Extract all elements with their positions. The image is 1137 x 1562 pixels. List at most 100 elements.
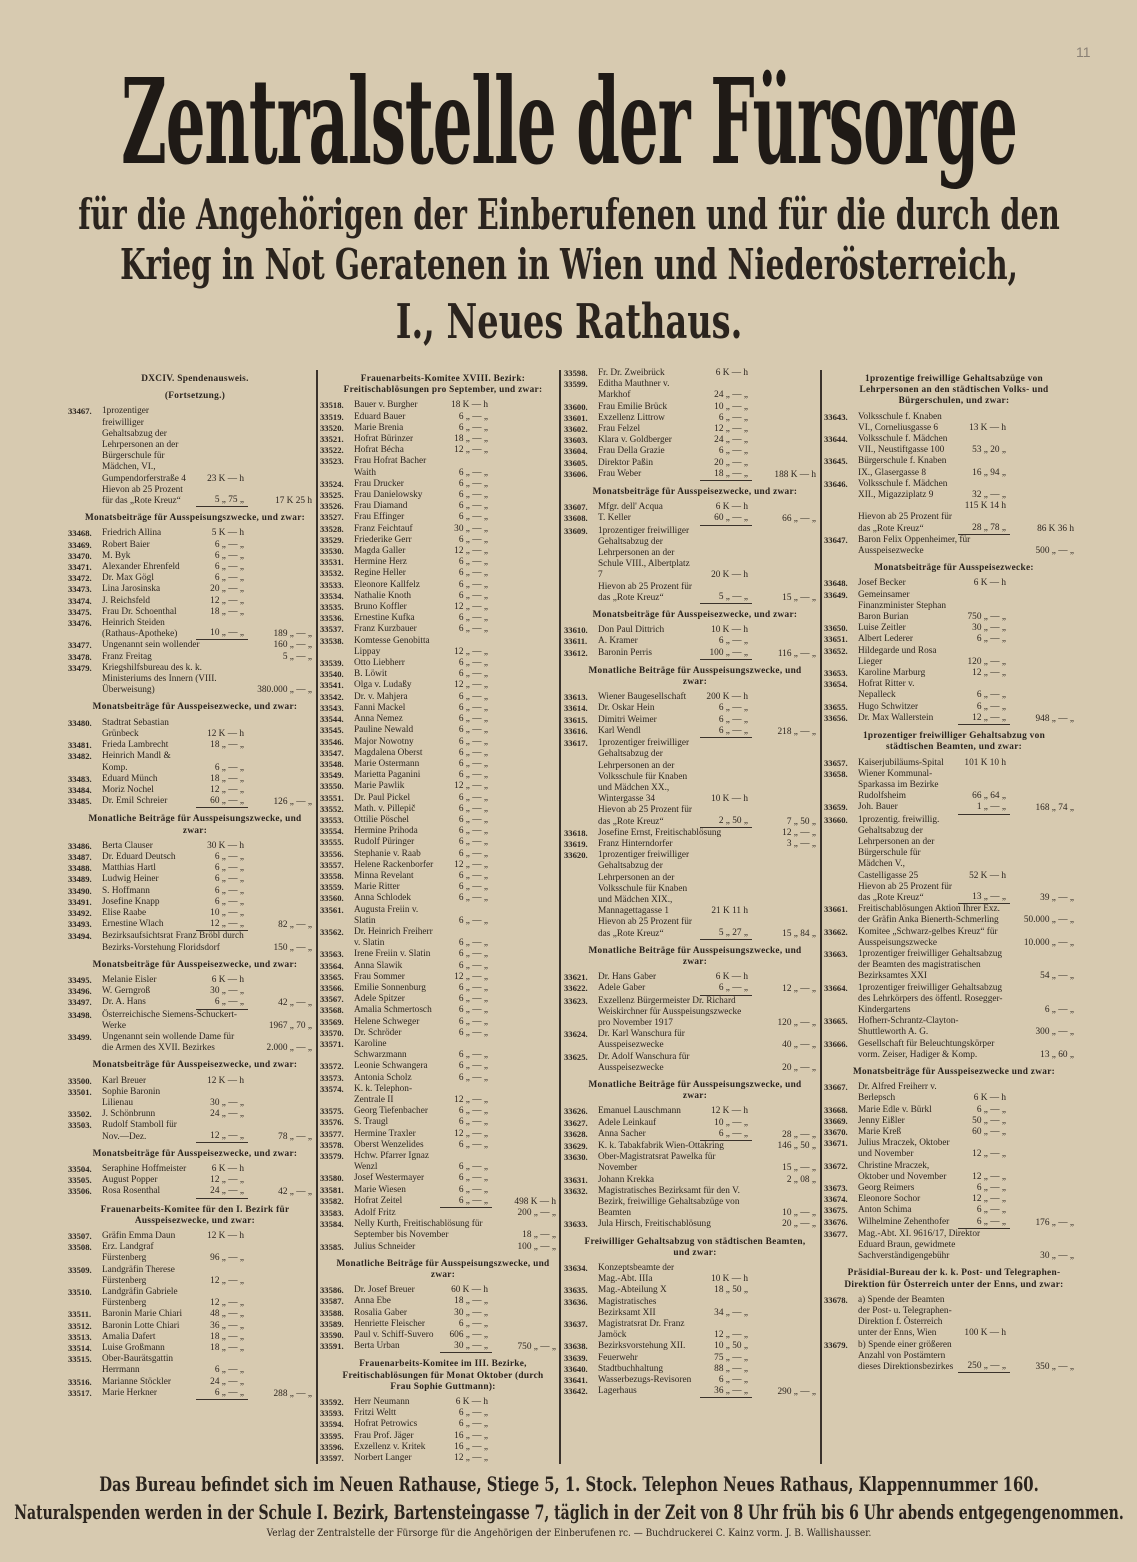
- entry-number: 33668.: [824, 1104, 848, 1115]
- entry-number: 33487.: [68, 851, 92, 862]
- amount: 6 „ — „: [458, 691, 488, 702]
- entry-number: 33509.: [68, 1264, 92, 1275]
- donor-name: Editha Mauthner v. Markhof: [598, 379, 670, 401]
- amount: 6 „ — „: [458, 915, 488, 926]
- donation-entry: 33561. Augusta Freiin v. Slatin 6 „ — „: [320, 905, 556, 927]
- amount: 6 „ — „: [458, 1173, 488, 1184]
- amount: 6 „ — „: [214, 573, 244, 584]
- donation-entry: 33527. Frau Effinger 6 „ — „: [320, 512, 556, 523]
- donor-name: Dr. Hans Gaber: [598, 972, 657, 983]
- donation-entry: 33504. Seraphine Hoffmeister 6 K — h: [68, 1164, 312, 1175]
- donation-entry: 33642. Lagerhaus 36 „ — „ 290 „ — „: [564, 1386, 816, 1399]
- amount: 6 „ — „: [976, 1183, 1006, 1194]
- amount: 6 „ — „: [718, 636, 748, 647]
- donor-name: 1prozentig. freiwillig. Gehaltsabzug der…: [858, 814, 940, 881]
- donation-entry: 33541. Olga v. Ludaßy 12 „ — „: [320, 680, 556, 691]
- donation-entry: 33558. Minna Revelant 6 „ — „: [320, 871, 556, 882]
- donor-name: Bezirksvorstehung XII.: [598, 1341, 686, 1352]
- entry-number: 33628.: [564, 1128, 588, 1139]
- donor-name: Marie Pawlik: [354, 781, 405, 792]
- donor-name: Hievon ab 25 Prozent für das „Rote Kreuz…: [598, 805, 692, 827]
- donation-entry: 33653. Karoline Marburg 12 „ — „: [824, 668, 1074, 679]
- donor-name: Dr. Emil Schreier: [102, 796, 168, 807]
- donor-name: 1prozentiger freiwilliger Gehaltsabzug d…: [858, 982, 1003, 1015]
- amount: 12 „ — „: [454, 445, 488, 456]
- subtotal: 10 „ — „: [782, 1208, 816, 1219]
- amount: 750 „ — „: [967, 612, 1006, 623]
- donation-entry: 33560. Anna Schlodek 6 „ — „: [320, 893, 556, 904]
- donation-entry: 33668. Marie Edle v. Bürkl 6 „ — „: [824, 1105, 1074, 1116]
- entry-number: 33576.: [320, 1117, 344, 1128]
- amount: 12 „ — „: [196, 1131, 248, 1143]
- donation-entry: 33516. Marianne Stöckler 24 „ — „: [68, 1377, 312, 1388]
- amount: 12 „ — „: [972, 668, 1006, 679]
- donation-entry: 33513. Amalia Dafert 18 „ — „: [68, 1332, 312, 1343]
- donor-name: Christine Mraczek, Oktober und November: [858, 1160, 947, 1182]
- amount: 36 „ — „: [700, 1386, 752, 1399]
- entry-number: 33657.: [824, 757, 848, 768]
- donation-entry: 33578. Oberst Wenzelides 6 „ — „: [320, 1140, 556, 1151]
- donor-name: 1prozentiger freiwilliger Gehaltsabzug d…: [598, 738, 690, 805]
- donation-entry: 33679. b) Spende einer größeren Anzahl vo…: [824, 1340, 1074, 1374]
- subtotal: 380.000 „ — „: [257, 685, 312, 696]
- amount: 6 „ — „: [976, 1205, 1006, 1216]
- donation-entry: 33566. Emilie Sonnenburg 6 „ — „: [320, 983, 556, 994]
- donation-entry: 33530. Magda Galler 12 „ — „: [320, 546, 556, 557]
- entry-number: 33539.: [320, 658, 344, 669]
- donor-name: Marietta Paganini: [354, 770, 421, 781]
- donor-name: Emilie Sonnenburg: [354, 982, 426, 993]
- donor-name: Mfgr. dell' Acqua: [598, 502, 663, 513]
- donation-entry: 33588. Rosalia Gaber 30 „ — „: [320, 1308, 556, 1319]
- amount: 6 „ — „: [458, 982, 488, 993]
- donor-name: Volksschule f. Knaben VI., Corneliusgass…: [858, 411, 942, 433]
- entry-number: 33580.: [320, 1173, 344, 1184]
- donation-entry: 33627. Adele Leinkauf 10 „ — „: [564, 1118, 816, 1129]
- entry-number: 33669.: [824, 1115, 848, 1126]
- entry-number: 33662.: [824, 926, 848, 937]
- amount: 6 „ — „: [458, 960, 488, 971]
- donation-entry: 33484. Moriz Nochel 12 „ — „: [68, 785, 312, 796]
- section-heading: 1prozentige freiwillige Gehaltsabzüge vo…: [859, 374, 1049, 407]
- donation-entry: 33511. Baronin Marie Chiari 48 „ — „: [68, 1309, 312, 1320]
- donation-entry: 33539. Otto Liebherr 6 „ — „: [320, 658, 556, 669]
- entry-number: 33516.: [68, 1376, 92, 1387]
- donation-entry: 33575. Georg Tiefenbacher 6 „ — „: [320, 1106, 556, 1117]
- entry-number: 33595.: [320, 1430, 344, 1441]
- donor-name: Karl Wendl: [598, 725, 641, 736]
- donor-name: Karoline Schwarzmann: [354, 1038, 407, 1061]
- entry-number: 33598.: [564, 368, 588, 378]
- entry-number: 33633.: [564, 1219, 588, 1230]
- donation-entry: 33585. Julius Schneider 100 „ — „: [320, 1242, 556, 1253]
- entry-number: 33547.: [320, 747, 344, 758]
- donor-name: Hofrat Bécha: [354, 445, 404, 456]
- donor-name: 1prozentiger freiwilliger Gehaltsabzug d…: [598, 525, 690, 581]
- amount: 66 „ 64 „: [972, 791, 1006, 802]
- donation-entry: 33664. 1prozentiger freiwilliger Gehaltsa…: [824, 983, 1074, 1017]
- amount: 6 K — h: [973, 578, 1006, 589]
- amount: 6 „ — „: [458, 725, 488, 736]
- donor-name: Baronin Lotte Chiari: [102, 1320, 180, 1331]
- amount: 6 „ — „: [214, 1365, 244, 1376]
- donor-name: Julius Schneider: [354, 1241, 416, 1252]
- section-heading: Monatsbeiträge für Ausspeisezwecke, und …: [92, 959, 298, 970]
- donation-entry: 115 K 14 h: [824, 501, 1074, 512]
- donation-entry: 33677. Mag.-Abt. XI. 9616/17, Direktor Ed…: [824, 1229, 1074, 1263]
- donor-name: Frau Diamand: [354, 501, 408, 512]
- amount: 606 „ — „: [449, 1330, 488, 1341]
- donation-entry: 33649. Gemeinsamer Finanzminister Stephan…: [824, 590, 1074, 624]
- donation-entry: 33609. 1prozentiger freiwilliger Gehaltsa…: [564, 526, 816, 582]
- donation-entry: 33550. Marie Pawlik 12 „ — „: [320, 781, 556, 792]
- subtotal: 15 „ 84 „: [782, 928, 816, 939]
- entry-number: 33562.: [320, 926, 344, 937]
- amount: 6 „ — „: [718, 714, 748, 725]
- donor-name: Nelly Kurth, Freitischablösung für Septe…: [354, 1219, 483, 1241]
- entry-number: 33563.: [320, 949, 344, 960]
- donor-name: Anna Slawik: [354, 960, 403, 971]
- donation-entry: 33606. Frau Weber 18 „ — „ 188 K — h: [564, 469, 816, 482]
- donation-entry: Hievon ab 25 Prozent für das „Rote Kreuz…: [68, 485, 312, 508]
- amount: 18 „ — „: [210, 1343, 244, 1354]
- donation-entry: 33543. Fanni Mackel 6 „ — „: [320, 703, 556, 714]
- amount: 10 „ — „: [196, 628, 248, 641]
- donation-entry: 33600. Frau Emilie Brück 10 „ — „: [564, 402, 816, 413]
- donation-entry: 33552. Math. v. Pillepič 6 „ — „: [320, 804, 556, 815]
